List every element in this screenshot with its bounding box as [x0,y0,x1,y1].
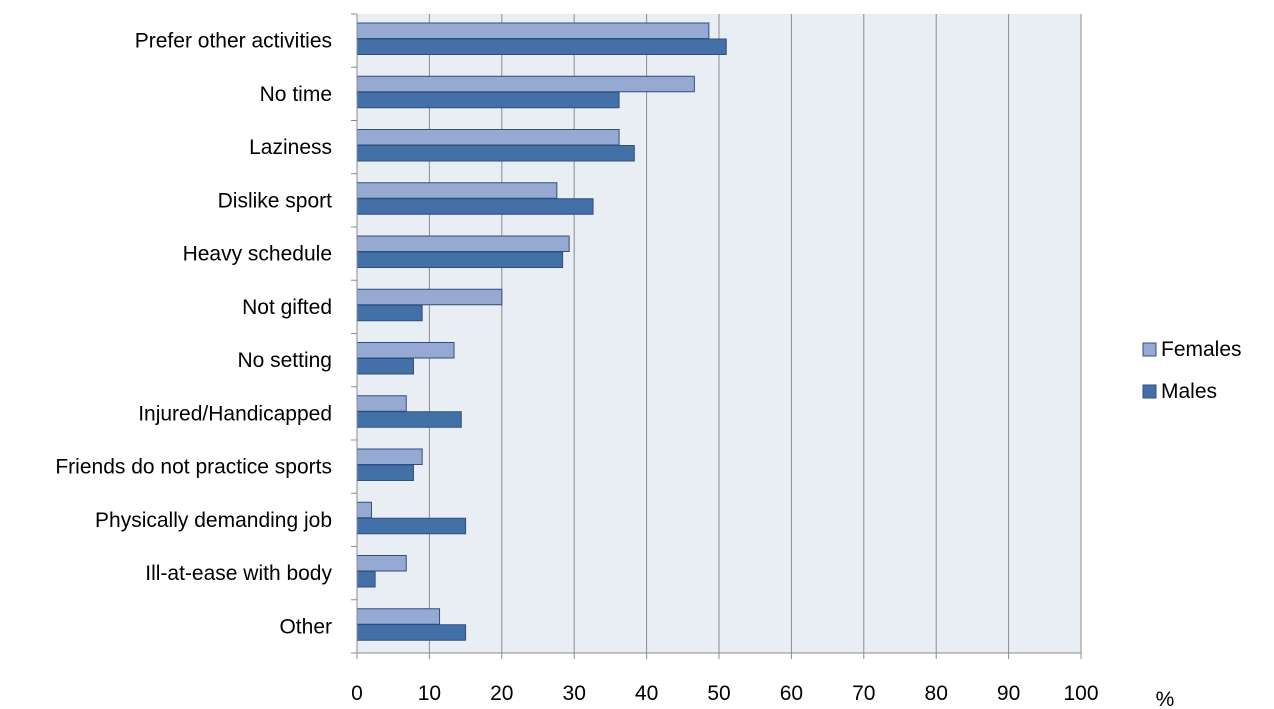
x-tick-label: 90 [997,682,1020,705]
x-tick-label: 70 [852,682,875,705]
x-tick-label: 0 [351,682,363,705]
x-tick-label: 60 [780,682,803,705]
bar-males [356,517,467,535]
x-tick-label: 30 [563,682,586,705]
bar-males [356,251,564,268]
bars [356,22,727,641]
bar-females [356,555,407,572]
category-label: Heavy schedule [183,243,332,266]
bar-males [356,38,727,55]
bar-females [356,608,441,625]
bar-males [356,464,414,481]
bar-males [356,304,423,322]
category-label: Dislike sport [218,189,333,212]
category-label: No time [260,83,332,106]
category-label: Ill-at-ease with body [145,562,332,585]
bar-females [356,448,423,465]
bar-males [356,198,594,215]
bar-females [356,75,695,93]
bar-males [356,358,414,375]
bar-females [356,129,620,146]
legend-label-females: Females [1161,338,1242,361]
bar-males [356,571,376,588]
x-tick-label: 10 [418,682,441,705]
category-label: Physically demanding job [95,509,332,532]
x-tick-label: 20 [490,682,513,705]
bar-females [356,342,455,359]
legend: Females Males [1142,338,1242,403]
category-label: Injured/Handicapped [138,402,332,425]
bar-males [356,411,462,428]
grid-lines [428,14,1082,653]
bar-females [356,395,407,412]
bar-females [356,288,503,306]
bar-males [356,624,467,641]
category-label: Other [279,615,332,638]
bar-males [356,91,620,109]
x-tick-label: 50 [707,682,730,705]
bar-females [356,182,558,199]
category-label: Prefer other activities [135,30,332,53]
x-tick-label: 100 [1063,682,1098,705]
x-tick-labels: 0 10 20 30 40 50 60 70 80 90 100 [351,682,1098,705]
x-tick-label: 80 [925,682,948,705]
category-label: Friends do not practice sports [55,456,332,479]
legend-swatch-males [1142,384,1157,399]
x-tick-label: 40 [635,682,658,705]
bar-females [356,235,570,252]
legend-label-males: Males [1161,380,1217,403]
legend-swatch-females [1142,342,1157,357]
category-label: Not gifted [242,296,332,319]
x-axis-unit-label: % [1156,688,1175,709]
axes [351,13,1082,659]
category-label: Laziness [249,136,332,159]
bar-females [356,501,372,519]
bar-males [356,145,635,162]
bar-females [356,22,710,39]
category-label: No setting [237,349,332,372]
category-labels: Prefer other activities No time Laziness Di… [55,30,332,639]
